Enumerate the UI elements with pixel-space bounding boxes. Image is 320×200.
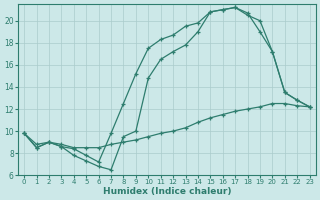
X-axis label: Humidex (Indice chaleur): Humidex (Indice chaleur) [103, 187, 231, 196]
